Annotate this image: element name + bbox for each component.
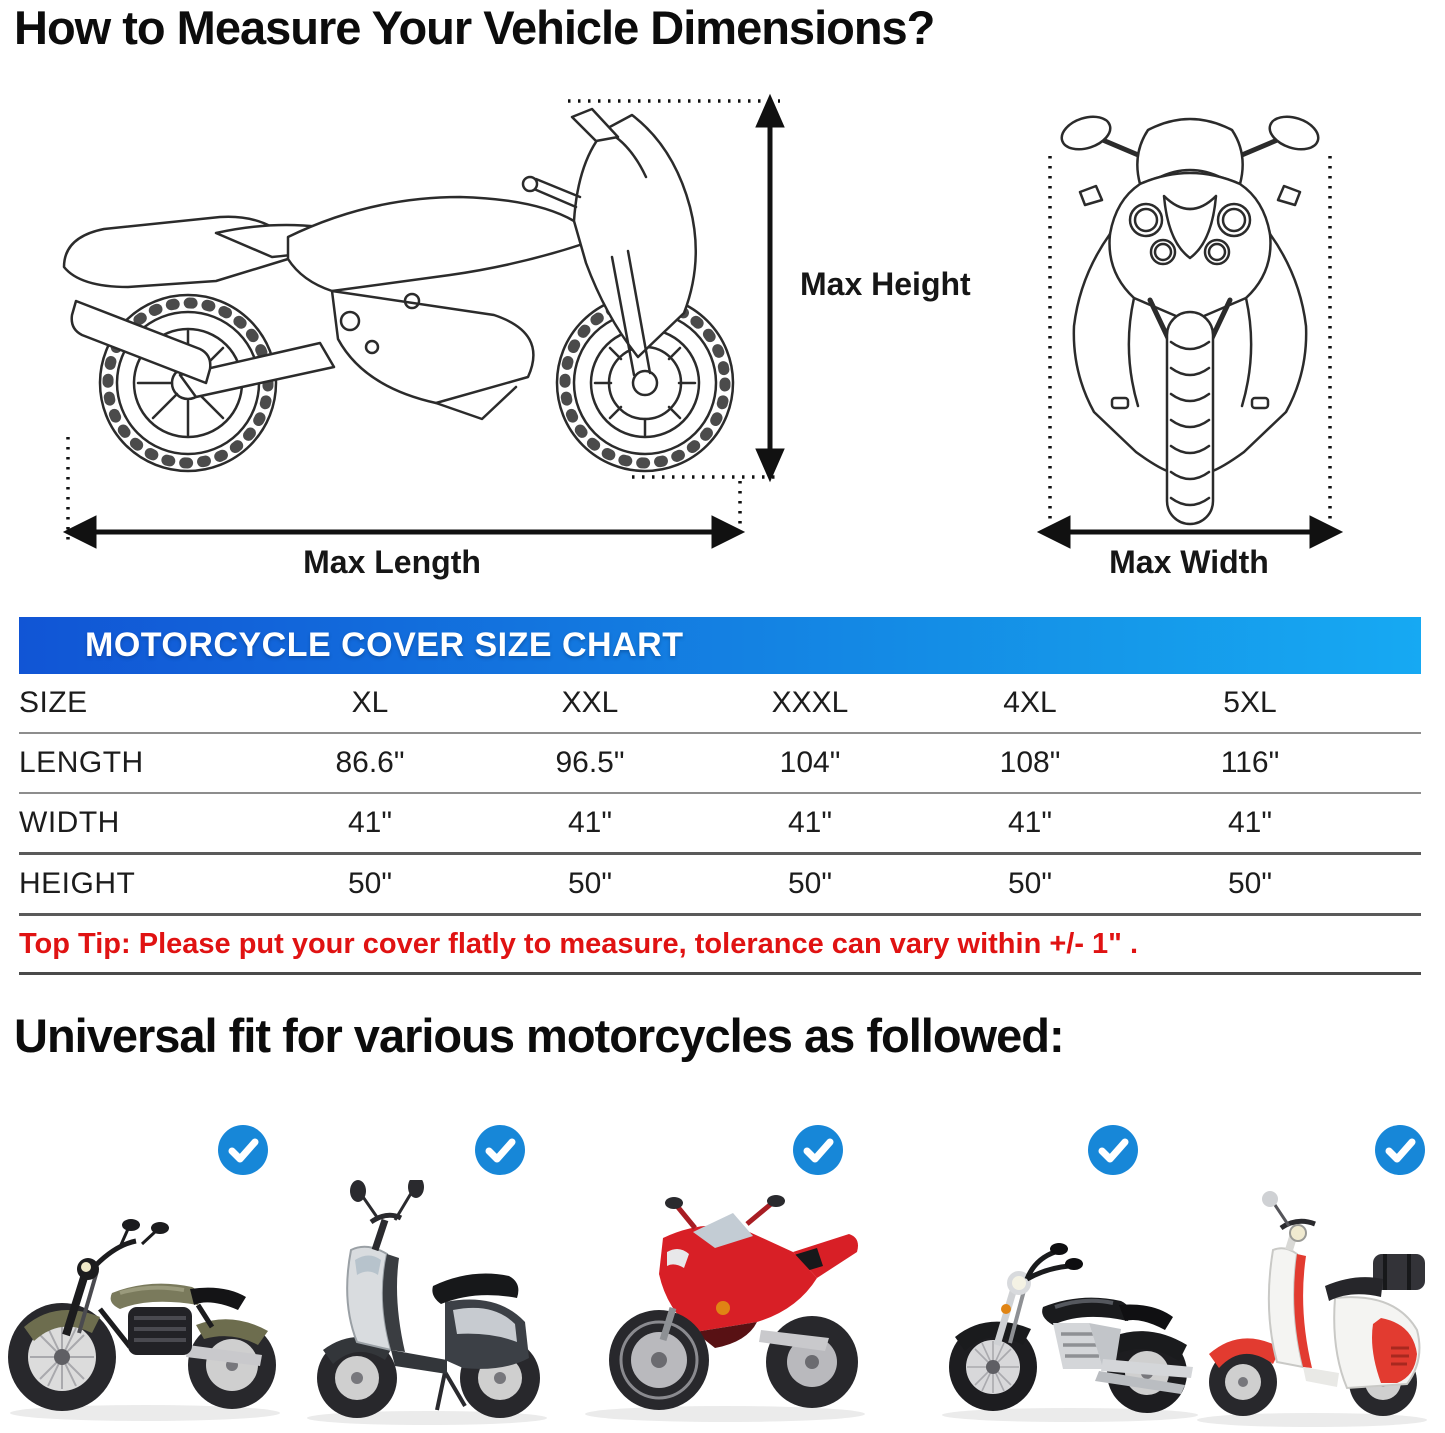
table-row-tip: Top Tip: Please put your cover flatly to… bbox=[19, 914, 1421, 975]
check-icon bbox=[218, 1125, 268, 1175]
max-length-label: Max Length bbox=[303, 544, 481, 580]
row-label: HEIGHT bbox=[19, 853, 260, 916]
check-icon bbox=[1375, 1125, 1425, 1175]
chopper-cruiser-photo bbox=[942, 1243, 1198, 1422]
cruiser-motorcycle-photo bbox=[8, 1219, 280, 1421]
width-cell: 41" bbox=[1140, 793, 1360, 855]
table-row-height: HEIGHT 50" 50" 50" 50" 50" bbox=[19, 853, 1421, 916]
table-row-width: WIDTH 41" 41" 41" 41" 41" bbox=[19, 793, 1421, 855]
front-view-motorcycle-diagram bbox=[1036, 115, 1344, 549]
max-width-arrow bbox=[1036, 156, 1344, 549]
size-cell: XXXL bbox=[700, 674, 920, 734]
check-icon bbox=[475, 1125, 525, 1175]
universal-fit-heading: Universal fit for various motorcycles as… bbox=[14, 1009, 1065, 1062]
check-icon bbox=[793, 1125, 843, 1175]
size-cell: XXL bbox=[480, 674, 700, 734]
page-title: How to Measure Your Vehicle Dimensions? bbox=[14, 1, 935, 54]
height-cell: 50" bbox=[700, 853, 920, 916]
max-length-arrow bbox=[62, 437, 746, 549]
size-cell: 4XL bbox=[920, 674, 1140, 734]
table-row-length: LENGTH 86.6" 96.5" 104" 108" 116" bbox=[19, 733, 1421, 794]
row-label: WIDTH bbox=[19, 793, 260, 855]
sport-bike-photo bbox=[585, 1195, 865, 1422]
length-cell: 116" bbox=[1140, 733, 1360, 794]
vintage-scooter-photo bbox=[1197, 1191, 1427, 1427]
size-cell: XL bbox=[260, 674, 480, 734]
width-cell: 41" bbox=[480, 793, 700, 855]
width-cell: 41" bbox=[920, 793, 1140, 855]
table-row-size: SIZE XL XXL XXXL 4XL 5XL bbox=[19, 674, 1421, 734]
measure-tip-text: Top Tip: Please put your cover flatly to… bbox=[19, 914, 1421, 975]
scooter-photo bbox=[307, 1180, 547, 1425]
size-chart-table: SIZE XL XXL XXXL 4XL 5XL LENGTH 86.6" 96… bbox=[19, 674, 1421, 975]
height-cell: 50" bbox=[920, 853, 1140, 916]
max-height-arrow bbox=[568, 93, 785, 483]
size-cell: 5XL bbox=[1140, 674, 1360, 734]
height-cell: 50" bbox=[1140, 853, 1360, 916]
size-chart-title-bar: MOTORCYCLE COVER SIZE CHART bbox=[19, 617, 1421, 674]
check-icon bbox=[1088, 1125, 1138, 1175]
side-view-motorcycle-diagram bbox=[62, 93, 785, 549]
length-cell: 104" bbox=[700, 733, 920, 794]
size-chart-title: MOTORCYCLE COVER SIZE CHART bbox=[85, 626, 684, 664]
length-cell: 96.5" bbox=[480, 733, 700, 794]
height-cell: 50" bbox=[480, 853, 700, 916]
max-height-label: Max Height bbox=[800, 266, 971, 302]
row-label: LENGTH bbox=[19, 733, 260, 794]
max-width-label: Max Width bbox=[1109, 544, 1269, 580]
row-label: SIZE bbox=[19, 674, 260, 734]
length-cell: 86.6" bbox=[260, 733, 480, 794]
length-cell: 108" bbox=[920, 733, 1140, 794]
width-cell: 41" bbox=[700, 793, 920, 855]
height-cell: 50" bbox=[260, 853, 480, 916]
width-cell: 41" bbox=[260, 793, 480, 855]
